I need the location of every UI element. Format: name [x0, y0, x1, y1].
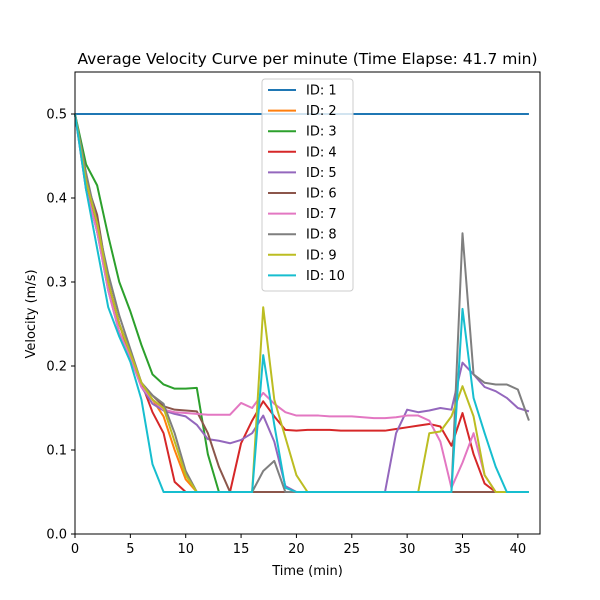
x-tick-label: 15 [233, 542, 250, 557]
x-tick-label: 5 [126, 542, 134, 557]
x-tick-label: 0 [71, 542, 79, 557]
y-tick-label: 0.0 [46, 528, 67, 543]
series-line-id-10 [74, 113, 529, 493]
y-tick-label: 0.2 [46, 360, 67, 375]
x-tick-label: 25 [344, 542, 361, 557]
plot-area [74, 71, 541, 535]
legend-label-id-10: ID: 10 [306, 269, 345, 284]
y-tick-label: 0.5 [46, 108, 67, 123]
legend-label-id-6: ID: 6 [306, 187, 337, 202]
x-tick-label: 40 [510, 542, 527, 557]
y-axis-label: Velocity (m/s) [24, 269, 39, 358]
legend-label-id-2: ID: 2 [306, 104, 337, 119]
y-tick-label: 0.3 [46, 276, 67, 291]
legend-label-id-1: ID: 1 [306, 84, 337, 99]
series-line-id-9 [74, 113, 529, 493]
legend-label-id-8: ID: 8 [306, 228, 337, 243]
y-axis: 0.0 0.1 0.2 0.3 0.4 0.5 [46, 108, 75, 543]
legend-label-id-4: ID: 4 [306, 145, 337, 160]
x-tick-label: 20 [288, 542, 305, 557]
chart-title: Average Velocity Curve per minute (Time … [77, 50, 537, 68]
y-tick-label: 0.4 [46, 192, 67, 207]
legend-label-id-7: ID: 7 [306, 207, 337, 222]
legend-label-id-3: ID: 3 [306, 125, 337, 140]
legend-label-id-9: ID: 9 [306, 248, 337, 263]
x-tick-label: 30 [399, 542, 416, 557]
legend: ID: 1 ID: 2 ID: 3 ID: 4 ID: 5 ID: 6 ID: 7 ID: 8… [261, 78, 354, 292]
x-axis: 0 5 10 15 20 25 30 35 40 [71, 534, 526, 557]
legend-label-id-5: ID: 5 [306, 166, 337, 181]
x-tick-label: 10 [177, 542, 194, 557]
x-tick-label: 35 [454, 542, 471, 557]
plot-frame [74, 71, 541, 535]
y-tick-label: 0.1 [46, 444, 67, 459]
series-line-id-3 [74, 113, 529, 493]
x-axis-label: Time (min) [271, 564, 343, 579]
